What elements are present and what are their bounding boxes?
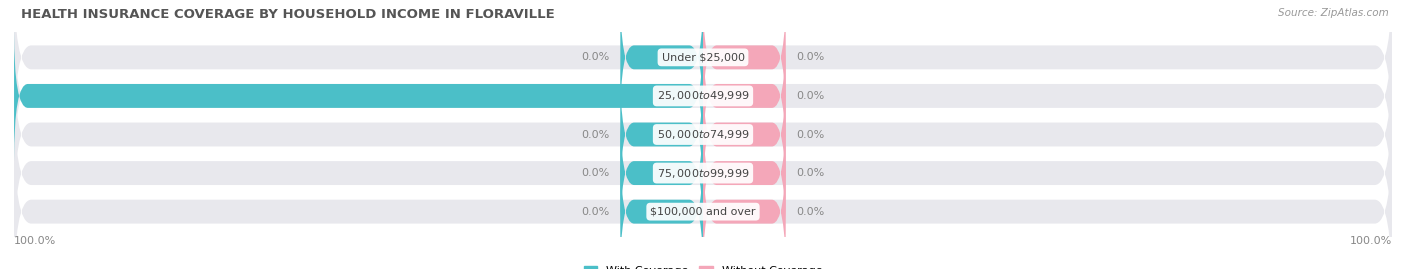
FancyBboxPatch shape	[703, 108, 786, 238]
FancyBboxPatch shape	[14, 0, 1392, 142]
FancyBboxPatch shape	[620, 69, 703, 200]
Text: 0.0%: 0.0%	[582, 168, 610, 178]
FancyBboxPatch shape	[14, 31, 703, 161]
FancyBboxPatch shape	[14, 12, 1392, 180]
Text: 100.0%: 100.0%	[1350, 236, 1392, 246]
Text: 100.0%: 100.0%	[14, 236, 56, 246]
FancyBboxPatch shape	[703, 146, 786, 269]
Text: $25,000 to $49,999: $25,000 to $49,999	[657, 89, 749, 102]
Text: $75,000 to $99,999: $75,000 to $99,999	[657, 167, 749, 180]
Text: Under $25,000: Under $25,000	[661, 52, 745, 62]
Text: $50,000 to $74,999: $50,000 to $74,999	[657, 128, 749, 141]
Legend: With Coverage, Without Coverage: With Coverage, Without Coverage	[583, 266, 823, 269]
Text: 0.0%: 0.0%	[796, 129, 824, 140]
FancyBboxPatch shape	[703, 0, 786, 123]
Text: 0.0%: 0.0%	[582, 52, 610, 62]
FancyBboxPatch shape	[620, 146, 703, 269]
Text: 0.0%: 0.0%	[582, 129, 610, 140]
Text: 0.0%: 0.0%	[796, 168, 824, 178]
Text: 0.0%: 0.0%	[796, 52, 824, 62]
FancyBboxPatch shape	[14, 127, 1392, 269]
Text: 0.0%: 0.0%	[796, 91, 824, 101]
Text: 100.0%: 100.0%	[0, 91, 4, 101]
Text: $100,000 and over: $100,000 and over	[650, 207, 756, 217]
FancyBboxPatch shape	[14, 89, 1392, 257]
FancyBboxPatch shape	[620, 108, 703, 238]
Text: HEALTH INSURANCE COVERAGE BY HOUSEHOLD INCOME IN FLORAVILLE: HEALTH INSURANCE COVERAGE BY HOUSEHOLD I…	[21, 8, 555, 21]
FancyBboxPatch shape	[703, 31, 786, 161]
FancyBboxPatch shape	[703, 69, 786, 200]
Text: Source: ZipAtlas.com: Source: ZipAtlas.com	[1278, 8, 1389, 18]
FancyBboxPatch shape	[14, 50, 1392, 219]
Text: 0.0%: 0.0%	[582, 207, 610, 217]
Text: 0.0%: 0.0%	[796, 207, 824, 217]
FancyBboxPatch shape	[620, 0, 703, 123]
